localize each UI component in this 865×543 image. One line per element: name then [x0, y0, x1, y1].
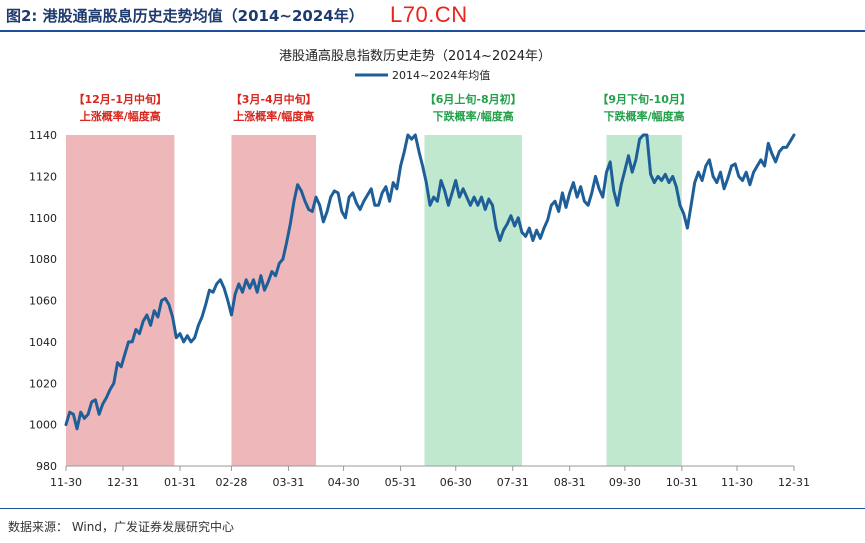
- line-chart: 港股通高股息指数历史走势（2014~2024年） 2014~2024年均值 【1…: [29, 48, 810, 489]
- figure-footer: 数据来源： Wind，广发证券发展研究中心: [0, 508, 865, 543]
- x-tick-label: 06-30: [440, 476, 472, 489]
- y-tick-label: 1060: [29, 295, 57, 308]
- y-axis: 980 1000 1020 1040 1060 1080 1100 1120 1140: [29, 129, 57, 473]
- band-1-note-label: 上涨概率/幅度高: [80, 109, 161, 123]
- x-tick-label: 05-31: [385, 476, 417, 489]
- legend-label: 2014~2024年均值: [392, 68, 490, 82]
- x-tick-label: 04-30: [328, 476, 360, 489]
- x-axis: 11-30 12-31 01-31 02-28 03-31 04-30 05-31 06-30…: [50, 465, 810, 489]
- x-tick-label: 08-31: [554, 476, 586, 489]
- series-layer: [64, 133, 796, 431]
- y-tick-label: 1080: [29, 253, 57, 266]
- watermark-logo: L70.CN: [390, 2, 468, 27]
- y-tick-label: 1020: [29, 377, 57, 390]
- series-line: [64, 133, 796, 431]
- band-2: [231, 135, 317, 466]
- band-3-period-label: 【6月上旬-8月初】: [425, 92, 522, 106]
- x-tick-label: 11-30: [50, 476, 82, 489]
- x-tick-label: 01-31: [164, 476, 196, 489]
- y-tick-label: 980: [36, 460, 57, 473]
- header-rule: [0, 30, 865, 32]
- band-2-period-label: 【3月-4月中旬】: [231, 92, 317, 106]
- x-tick-label: 12-31: [778, 476, 810, 489]
- chart-title: 港股通高股息指数历史走势（2014~2024年）: [279, 48, 551, 64]
- band-1-period-label: 【12月-1月中旬】: [73, 92, 167, 106]
- band-1: [66, 135, 175, 466]
- figure-title: 图2: 港股通高股息历史走势均值（2014~2024年）: [6, 7, 364, 25]
- x-tick-label: 12-31: [107, 476, 139, 489]
- y-tick-label: 1040: [29, 336, 57, 349]
- y-tick-label: 1120: [29, 170, 57, 183]
- figure-header: 图2: 港股通高股息历史走势均值（2014~2024年） L70.CN: [0, 0, 865, 34]
- footer-rule: [0, 508, 865, 509]
- y-tick-label: 1000: [29, 419, 57, 432]
- x-tick-label: 03-31: [272, 476, 304, 489]
- x-tick-label: 10-31: [666, 476, 698, 489]
- x-tick-label: 11-30: [721, 476, 753, 489]
- y-tick-label: 1140: [29, 129, 57, 142]
- band-4-note-label: 下跌概率/幅度高: [604, 109, 685, 123]
- highlight-bands: 【12月-1月中旬】上涨概率/幅度高【3月-4月中旬】上涨概率/幅度高【6月上旬…: [66, 92, 691, 466]
- band-2-note-label: 上涨概率/幅度高: [233, 109, 314, 123]
- x-tick-label: 09-30: [609, 476, 641, 489]
- band-4-period-label: 【9月下旬-10月】: [597, 92, 691, 106]
- band-4: [606, 135, 682, 466]
- data-source: 数据来源： Wind，广发证券发展研究中心: [8, 520, 234, 534]
- y-tick-label: 1100: [29, 212, 57, 225]
- band-3-note-label: 下跌概率/幅度高: [433, 109, 514, 123]
- x-tick-label: 07-31: [497, 476, 529, 489]
- x-tick-label: 02-28: [215, 476, 247, 489]
